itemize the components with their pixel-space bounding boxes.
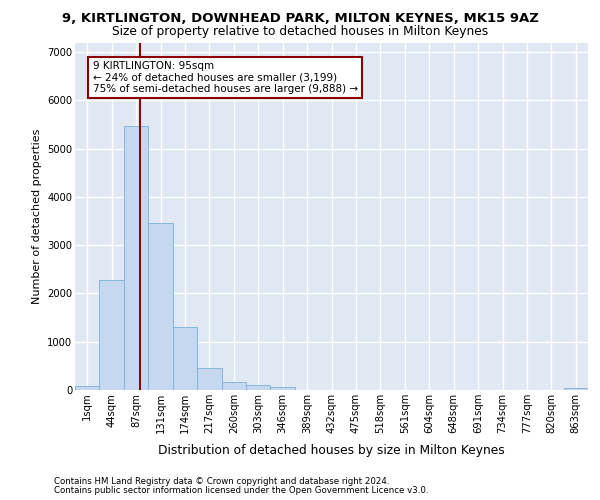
Text: Contains HM Land Registry data © Crown copyright and database right 2024.: Contains HM Land Registry data © Crown c…: [54, 477, 389, 486]
Text: Size of property relative to detached houses in Milton Keynes: Size of property relative to detached ho…: [112, 25, 488, 38]
Bar: [221, 382, 246, 390]
Bar: [124, 126, 148, 390]
Text: Contains public sector information licensed under the Open Government Licence v3: Contains public sector information licen…: [54, 486, 428, 495]
Y-axis label: Number of detached properties: Number of detached properties: [32, 128, 41, 304]
Bar: [563, 388, 588, 390]
Bar: [246, 386, 271, 390]
Bar: [173, 327, 197, 390]
X-axis label: Distribution of detached houses by size in Milton Keynes: Distribution of detached houses by size …: [158, 444, 505, 458]
Text: 9 KIRTLINGTON: 95sqm
← 24% of detached houses are smaller (3,199)
75% of semi-de: 9 KIRTLINGTON: 95sqm ← 24% of detached h…: [92, 61, 358, 94]
Bar: [75, 386, 100, 390]
Text: 9, KIRTLINGTON, DOWNHEAD PARK, MILTON KEYNES, MK15 9AZ: 9, KIRTLINGTON, DOWNHEAD PARK, MILTON KE…: [62, 12, 538, 26]
Bar: [271, 388, 295, 390]
Bar: [148, 224, 173, 390]
Bar: [100, 280, 124, 390]
Bar: [197, 368, 221, 390]
